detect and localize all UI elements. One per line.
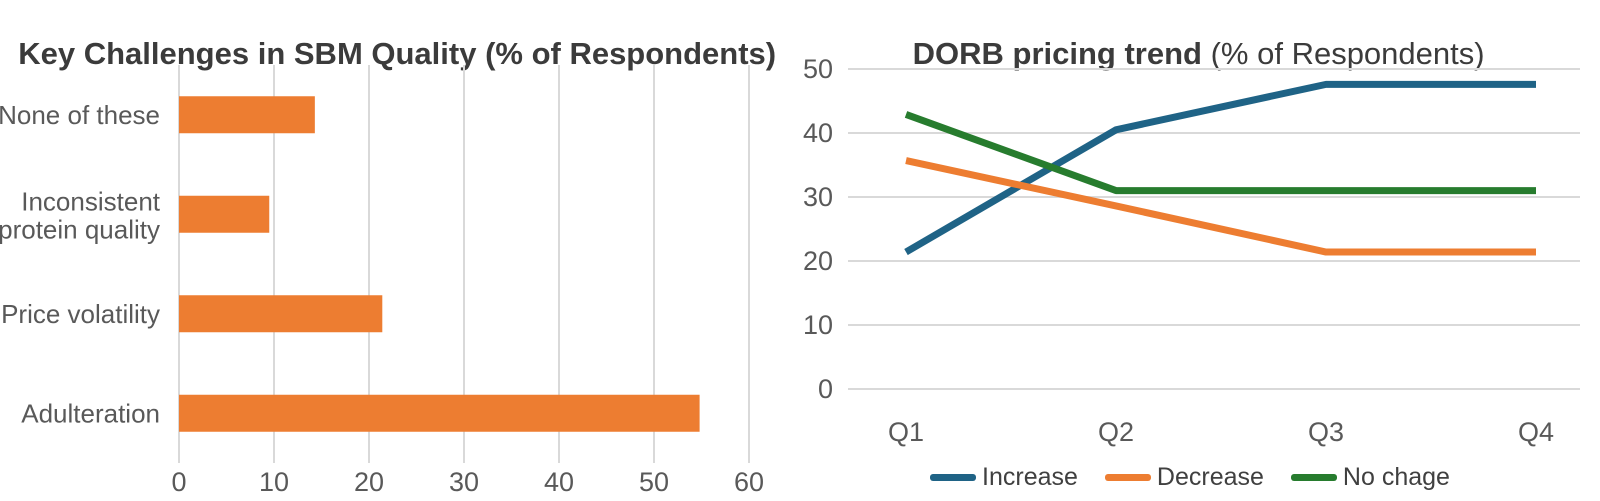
- bar-category-label: Inconsistent protein quality: [0, 186, 161, 244]
- legend-item-decrease: Decrease: [1104, 462, 1264, 492]
- bar-category-label: None of these: [0, 100, 160, 130]
- bar-chart-x-tick-label: 20: [354, 467, 384, 497]
- line-chart-y-tick-label: 0: [818, 374, 833, 404]
- bar-chart-x-tick-label: 40: [544, 467, 574, 497]
- legend-item-no-chage: No chage: [1290, 462, 1450, 492]
- line-chart-x-tick-label: Q1: [888, 417, 924, 447]
- bar-chart-x-tick-label: 10: [259, 467, 289, 497]
- line-chart-y-tick-label: 20: [803, 246, 833, 276]
- line-chart-y-tick-label: 30: [803, 182, 833, 212]
- legend-dash-icon: [930, 473, 977, 481]
- bar-category-label: Adulteration: [21, 398, 160, 428]
- bar-chart-x-tick-label: 50: [639, 467, 669, 497]
- bar-chart-x-tick-label: 30: [449, 467, 479, 497]
- bar-chart-x-tick-label: 60: [734, 467, 764, 497]
- line-chart-title: DORB pricing trend (% of Respondents): [780, 0, 1600, 72]
- bar-chart-title-text: Key Challenges in SBM Quality (% of Resp…: [18, 36, 777, 71]
- line-chart-x-tick-label: Q4: [1518, 417, 1554, 447]
- line-chart-y-tick-label: 50: [803, 54, 833, 84]
- line-chart-legend: Increase Decrease No chage: [780, 459, 1600, 495]
- bar: [179, 96, 315, 134]
- legend-dash-icon: [1290, 473, 1337, 481]
- series-line-no-chage: [904, 111, 1536, 195]
- line-chart-title-bold: DORB pricing trend: [912, 36, 1202, 71]
- series-line-increase: [904, 80, 1536, 256]
- line-chart-y-tick-label: 10: [803, 310, 833, 340]
- line-chart-title-regular: (% of Respondents): [1201, 36, 1485, 71]
- bar-chart: 0 10 20 30 40 50 60 None of these Inconsistent pr…: [0, 65, 764, 497]
- legend-item-increase: Increase: [930, 463, 1078, 492]
- legend-label: Decrease: [1156, 462, 1264, 491]
- bar-category-label: Price volatility: [1, 299, 160, 329]
- line-chart-x-tick-label: Q2: [1098, 417, 1134, 447]
- bar-chart-x-tick-label: 0: [171, 467, 186, 497]
- line-chart: 0 10 20 30 40 50 Q1 Q2 Q3 Q4: [803, 54, 1580, 447]
- bar-chart-title: Key Challenges in SBM Quality (% of Resp…: [1, 0, 776, 72]
- line-chart-x-tick-label: Q3: [1308, 417, 1344, 447]
- bar: [179, 195, 270, 233]
- legend-dash-icon: [1104, 473, 1151, 481]
- line-chart-y-tick-label: 40: [803, 118, 833, 148]
- legend-label: Increase: [982, 462, 1078, 491]
- bar: [179, 394, 700, 432]
- bar: [179, 295, 383, 333]
- series-line-decrease: [905, 157, 1536, 256]
- legend-label: No chage: [1342, 462, 1450, 491]
